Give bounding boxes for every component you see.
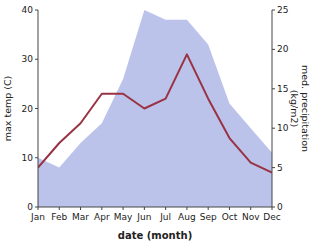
y2-tick [272, 10, 275, 11]
chart: JanFebMarAprMayJunJulAugSepOctNovDec0102… [0, 0, 318, 247]
x-tick-label: Dec [263, 212, 280, 222]
y-tick-label: 20 [22, 104, 34, 114]
y2-tick [272, 88, 275, 89]
x-tick [186, 207, 187, 210]
y2-tick-label: 0 [277, 202, 283, 212]
x-tick-label: Mar [72, 212, 89, 222]
y2-tick [272, 167, 275, 168]
x-tick-label: Jun [136, 212, 151, 222]
x-axis-label: date (month) [118, 230, 192, 241]
y-tick-label: 30 [22, 54, 34, 64]
y-axis-label: max temp (C) [2, 76, 13, 142]
y2-tick-label: 10 [277, 123, 289, 133]
y-tick [35, 207, 38, 208]
temperature-line [38, 54, 272, 172]
x-tick [80, 207, 81, 210]
y-tick-label: 0 [27, 202, 33, 212]
y-tick [35, 10, 38, 11]
x-tick [59, 207, 60, 210]
y2-tick-label: 15 [277, 84, 288, 94]
y2-tick [272, 207, 275, 208]
y2-axis-label-line: med. precipitation [300, 65, 311, 152]
x-tick-label: Jul [159, 212, 171, 222]
x-tick [229, 207, 230, 210]
x-tick [101, 207, 102, 210]
plot-area [38, 10, 272, 207]
y-tick [35, 157, 38, 158]
x-tick-label: Sep [200, 212, 217, 222]
y-tick-label: 40 [22, 5, 34, 15]
x-tick-label: Oct [222, 212, 238, 222]
x-tick [208, 207, 209, 210]
y-tick [35, 108, 38, 109]
x-tick-label: Feb [51, 212, 67, 222]
x-axis-line [38, 207, 272, 208]
x-tick [144, 207, 145, 210]
x-tick-label: Apr [94, 212, 110, 222]
y2-tick-label: 20 [277, 44, 289, 54]
y2-axis-label: med. precipitation(kg/m2) [289, 65, 311, 152]
x-tick-label: Jan [30, 212, 45, 222]
x-tick [250, 207, 251, 210]
y-tick-label: 10 [22, 153, 34, 163]
y2-axis-line [272, 10, 273, 207]
y2-tick [272, 49, 275, 50]
x-tick [165, 207, 166, 210]
y2-axis-label-line: (kg/m2) [289, 90, 300, 127]
precipitation-area [38, 10, 272, 207]
y-tick [35, 59, 38, 60]
y2-tick-label: 5 [277, 163, 283, 173]
x-tick-label: May [114, 212, 133, 222]
x-tick-label: Nov [242, 212, 260, 222]
y2-tick-label: 25 [277, 5, 288, 15]
y2-tick [272, 128, 275, 129]
x-tick [123, 207, 124, 210]
x-tick-label: Aug [178, 212, 196, 222]
